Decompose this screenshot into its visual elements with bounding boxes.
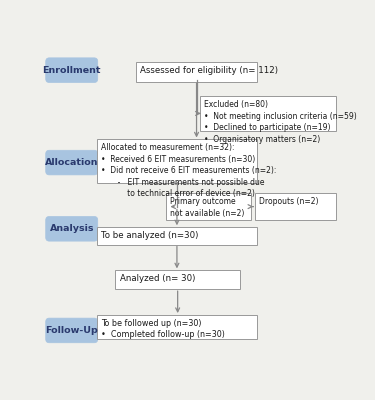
Text: Enrollment: Enrollment — [43, 66, 101, 75]
Text: To be followed up (n=30)
•  Completed follow-up (n=30): To be followed up (n=30) • Completed fol… — [100, 319, 225, 340]
Text: Primary outcome
not available (n=2): Primary outcome not available (n=2) — [170, 197, 245, 218]
FancyBboxPatch shape — [166, 193, 252, 220]
FancyBboxPatch shape — [46, 318, 98, 343]
Text: Allocated to measurement (n=32):
•  Received 6 EIT measurements (n=30)
•  Did no: Allocated to measurement (n=32): • Recei… — [100, 144, 276, 198]
FancyBboxPatch shape — [46, 150, 98, 175]
Text: Allocation: Allocation — [45, 158, 99, 167]
FancyBboxPatch shape — [116, 270, 240, 290]
FancyBboxPatch shape — [97, 315, 257, 339]
Text: Dropouts (n=2): Dropouts (n=2) — [259, 197, 318, 206]
FancyBboxPatch shape — [97, 139, 257, 183]
Text: Excluded (n=80)
•  Not meeting inclusion criteria (n=59)
•  Declined to particip: Excluded (n=80) • Not meeting inclusion … — [204, 100, 357, 144]
Text: Analysis: Analysis — [50, 224, 94, 233]
Text: Analyzed (n= 30): Analyzed (n= 30) — [120, 274, 195, 283]
FancyBboxPatch shape — [46, 216, 98, 241]
FancyBboxPatch shape — [46, 58, 98, 82]
FancyBboxPatch shape — [136, 62, 257, 82]
Text: Assessed for eligibility (n= 112): Assessed for eligibility (n= 112) — [140, 66, 278, 76]
FancyBboxPatch shape — [200, 96, 336, 131]
FancyBboxPatch shape — [97, 227, 257, 245]
FancyBboxPatch shape — [255, 193, 336, 220]
Text: Follow-Up: Follow-Up — [45, 326, 98, 335]
Text: To be analyzed (n=30): To be analyzed (n=30) — [100, 231, 198, 240]
